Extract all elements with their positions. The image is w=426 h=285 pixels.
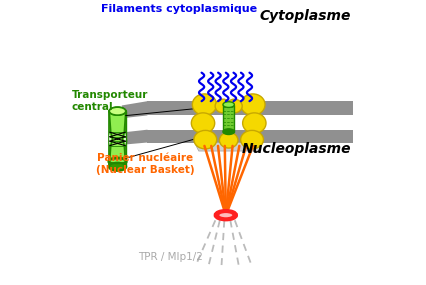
Ellipse shape (109, 163, 126, 171)
Ellipse shape (215, 99, 231, 113)
Polygon shape (195, 142, 263, 151)
Ellipse shape (241, 131, 263, 149)
Text: Panier nucléaire
(Nuclear Basket): Panier nucléaire (Nuclear Basket) (96, 153, 195, 175)
Text: Cytoplasme: Cytoplasme (260, 9, 351, 23)
Ellipse shape (194, 131, 217, 149)
Polygon shape (122, 101, 147, 118)
Polygon shape (124, 132, 126, 146)
Ellipse shape (219, 132, 238, 148)
FancyBboxPatch shape (109, 111, 126, 142)
Polygon shape (122, 130, 147, 145)
Ellipse shape (109, 163, 126, 171)
Ellipse shape (243, 113, 266, 133)
Ellipse shape (192, 94, 216, 115)
Polygon shape (109, 132, 111, 146)
FancyBboxPatch shape (223, 105, 234, 132)
Ellipse shape (109, 107, 126, 115)
FancyBboxPatch shape (109, 139, 126, 167)
Polygon shape (147, 101, 353, 115)
Ellipse shape (109, 107, 126, 115)
Ellipse shape (223, 129, 234, 135)
Ellipse shape (191, 113, 215, 133)
FancyBboxPatch shape (109, 111, 126, 167)
Ellipse shape (227, 99, 242, 113)
Text: TPR / Mlp1/2: TPR / Mlp1/2 (138, 252, 203, 262)
Text: Nucleoplasme: Nucleoplasme (242, 142, 351, 156)
Text: Filaments cytoplasmique: Filaments cytoplasmique (101, 4, 257, 14)
Text: Transporteur
central: Transporteur central (72, 90, 148, 112)
Ellipse shape (218, 212, 233, 218)
Polygon shape (147, 130, 353, 142)
Ellipse shape (241, 94, 265, 115)
Polygon shape (109, 111, 126, 167)
Ellipse shape (223, 102, 234, 107)
